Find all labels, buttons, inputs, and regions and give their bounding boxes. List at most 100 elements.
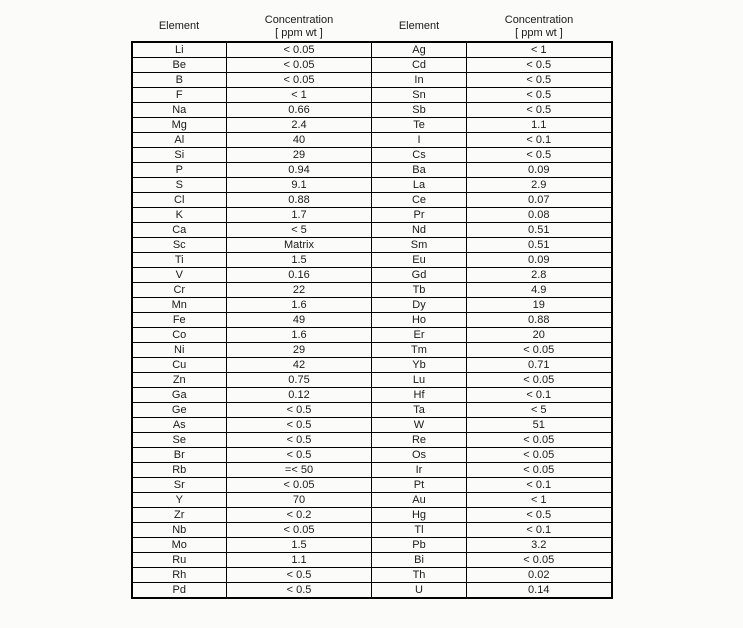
- concentration-cell: 1.5: [227, 538, 372, 553]
- concentration-cell: < 0.1: [467, 478, 612, 493]
- element-cell: Rh: [132, 568, 227, 583]
- table-row: Ca< 5Nd0.51: [132, 223, 612, 238]
- element-cell: Pr: [372, 208, 467, 223]
- concentration-cell: 19: [467, 298, 612, 313]
- table-row: Mg2.4Te1.1: [132, 118, 612, 133]
- concentration-cell: 0.14: [467, 583, 612, 599]
- concentration-cell: < 0.1: [467, 388, 612, 403]
- concentration-cell: 2.4: [227, 118, 372, 133]
- concentration-cell: < 0.05: [467, 343, 612, 358]
- concentration-cell: 9.1: [227, 178, 372, 193]
- element-cell: Rb: [132, 463, 227, 478]
- concentration-cell: < 0.05: [467, 448, 612, 463]
- table-row: Co1.6Er20: [132, 328, 612, 343]
- table-row: As< 0.5W51: [132, 418, 612, 433]
- table-row: P0.94Ba0.09: [132, 163, 612, 178]
- element-cell: F: [132, 88, 227, 103]
- concentration-cell: 0.09: [467, 253, 612, 268]
- header-element-1: Element: [132, 12, 227, 42]
- element-cell: Si: [132, 148, 227, 163]
- element-cell: Mo: [132, 538, 227, 553]
- concentration-cell: < 5: [227, 223, 372, 238]
- concentration-cell: < 0.05: [467, 463, 612, 478]
- concentration-cell: < 1: [467, 42, 612, 58]
- element-cell: S: [132, 178, 227, 193]
- concentration-cell: < 0.05: [227, 73, 372, 88]
- concentration-cell: < 0.05: [227, 58, 372, 73]
- table-row: Cr22Tb4.9: [132, 283, 612, 298]
- element-cell: Nb: [132, 523, 227, 538]
- element-cell: Cl: [132, 193, 227, 208]
- table-row: Fe49Ho0.88: [132, 313, 612, 328]
- table-row: Li< 0.05Ag< 1: [132, 42, 612, 58]
- element-cell: Na: [132, 103, 227, 118]
- table-row: Al40I< 0.1: [132, 133, 612, 148]
- concentration-cell: 1.5: [227, 253, 372, 268]
- element-cell: Al: [132, 133, 227, 148]
- element-cell: Fe: [132, 313, 227, 328]
- concentration-cell: 2.9: [467, 178, 612, 193]
- concentration-cell: 51: [467, 418, 612, 433]
- concentration-cell: 0.16: [227, 268, 372, 283]
- header-concentration-2: Concentration [ ppm wt ]: [467, 12, 612, 42]
- concentration-cell: 0.07: [467, 193, 612, 208]
- concentration-cell: 1.1: [467, 118, 612, 133]
- concentration-cell: 22: [227, 283, 372, 298]
- concentration-cell: 0.71: [467, 358, 612, 373]
- element-cell: Nd: [372, 223, 467, 238]
- element-cell: Sm: [372, 238, 467, 253]
- concentration-cell: < 0.5: [227, 418, 372, 433]
- element-cell: Zr: [132, 508, 227, 523]
- element-cell: Ag: [372, 42, 467, 58]
- concentration-cell: 0.75: [227, 373, 372, 388]
- element-cell: Ba: [372, 163, 467, 178]
- element-cell: Hf: [372, 388, 467, 403]
- concentration-cell: < 0.5: [467, 103, 612, 118]
- element-cell: Pb: [372, 538, 467, 553]
- table-row: Ti1.5Eu0.09: [132, 253, 612, 268]
- element-cell: Ru: [132, 553, 227, 568]
- concentration-cell: Matrix: [227, 238, 372, 253]
- table-row: Cl0.88Ce0.07: [132, 193, 612, 208]
- table-row: Pd< 0.5U0.14: [132, 583, 612, 599]
- concentration-cell: < 0.05: [467, 553, 612, 568]
- element-cell: W: [372, 418, 467, 433]
- concentration-cell: 29: [227, 148, 372, 163]
- table-row: Ru1.1Bi< 0.05: [132, 553, 612, 568]
- table-row: Na0.66Sb< 0.5: [132, 103, 612, 118]
- element-cell: P: [132, 163, 227, 178]
- concentration-cell: 29: [227, 343, 372, 358]
- concentration-cell: 1.6: [227, 328, 372, 343]
- concentration-cell: 0.66: [227, 103, 372, 118]
- concentration-cell: 1.7: [227, 208, 372, 223]
- element-cell: Ho: [372, 313, 467, 328]
- concentration-cell: 0.88: [467, 313, 612, 328]
- element-cell: Lu: [372, 373, 467, 388]
- concentration-cell: 0.09: [467, 163, 612, 178]
- table-row: Ge< 0.5Ta< 5: [132, 403, 612, 418]
- element-cell: Sb: [372, 103, 467, 118]
- element-cell: Th: [372, 568, 467, 583]
- concentration-cell: < 0.5: [227, 568, 372, 583]
- concentration-cell: 0.88: [227, 193, 372, 208]
- table-body: Li< 0.05Ag< 1Be< 0.05Cd< 0.5B< 0.05In< 0…: [132, 42, 612, 598]
- element-cell: In: [372, 73, 467, 88]
- concentration-table: Element Concentration [ ppm wt ] Element…: [131, 12, 613, 599]
- concentration-cell: < 0.5: [467, 73, 612, 88]
- concentration-cell: < 0.5: [227, 583, 372, 599]
- element-cell: Co: [132, 328, 227, 343]
- concentration-cell: < 0.5: [467, 508, 612, 523]
- concentration-cell: 3.2: [467, 538, 612, 553]
- element-cell: Ce: [372, 193, 467, 208]
- concentration-cell: 0.51: [467, 238, 612, 253]
- element-cell: Sn: [372, 88, 467, 103]
- concentration-cell: < 0.05: [227, 478, 372, 493]
- concentration-cell: 2.8: [467, 268, 612, 283]
- table-row: Zr< 0.2Hg< 0.5: [132, 508, 612, 523]
- concentration-cell: 1.1: [227, 553, 372, 568]
- table-row: F< 1Sn< 0.5: [132, 88, 612, 103]
- concentration-cell: < 0.5: [467, 58, 612, 73]
- table-row: Rb=< 50Ir< 0.05: [132, 463, 612, 478]
- table-row: S9.1La2.9: [132, 178, 612, 193]
- table-row: Mo1.5Pb3.2: [132, 538, 612, 553]
